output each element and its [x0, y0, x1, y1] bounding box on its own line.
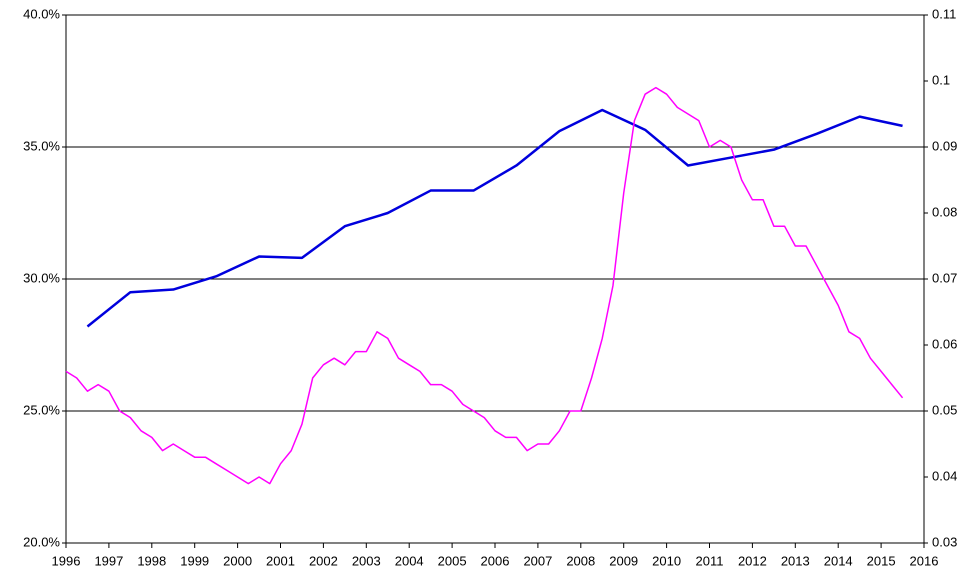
y2-tick-label: 0.03 — [932, 534, 957, 549]
x-tick-label: 2010 — [652, 553, 681, 568]
y2-tick-label: 0.07 — [932, 270, 957, 285]
series-line — [65, 86, 904, 485]
y2-tick-label: 0.05 — [932, 402, 957, 417]
x-tick-label: 1998 — [137, 553, 166, 568]
x-tick-label: 2015 — [867, 553, 896, 568]
x-tick-label: 2009 — [609, 553, 638, 568]
y2-tick-label: 0.04 — [932, 468, 957, 483]
x-tick-label: 2002 — [309, 553, 338, 568]
x-tick-label: 2016 — [910, 553, 939, 568]
x-tick-label: 2007 — [523, 553, 552, 568]
x-tick-label: 2008 — [566, 553, 595, 568]
y2-tick-label: 0.09 — [932, 138, 957, 153]
x-tick-label: 2012 — [738, 553, 767, 568]
y2-tick-label: 0.06 — [932, 336, 957, 351]
y2-tick-label: 0.11 — [932, 6, 956, 21]
series-line — [86, 108, 903, 328]
y-tick-label: 35.0% — [23, 138, 60, 153]
x-tick-label: 2004 — [395, 553, 424, 568]
y-tick-label: 25.0% — [23, 402, 60, 417]
x-tick-label: 2006 — [481, 553, 510, 568]
x-tick-label: 1999 — [180, 553, 209, 568]
x-tick-label: 2014 — [824, 553, 853, 568]
y-tick-label: 40.0% — [23, 6, 60, 21]
y-tick-label: 30.0% — [23, 270, 60, 285]
x-tick-label: 1996 — [52, 553, 81, 568]
x-tick-label: 2003 — [352, 553, 381, 568]
x-tick-label: 2000 — [223, 553, 252, 568]
y-tick-label: 20.0% — [23, 534, 60, 549]
x-tick-label: 2013 — [781, 553, 810, 568]
x-tick-label: 2001 — [266, 553, 295, 568]
y2-tick-label: 0.08 — [932, 204, 957, 219]
x-tick-label: 1997 — [94, 553, 123, 568]
x-tick-label: 2011 — [696, 553, 724, 568]
x-tick-label: 2005 — [438, 553, 467, 568]
y2-tick-label: 0.1 — [932, 72, 950, 87]
